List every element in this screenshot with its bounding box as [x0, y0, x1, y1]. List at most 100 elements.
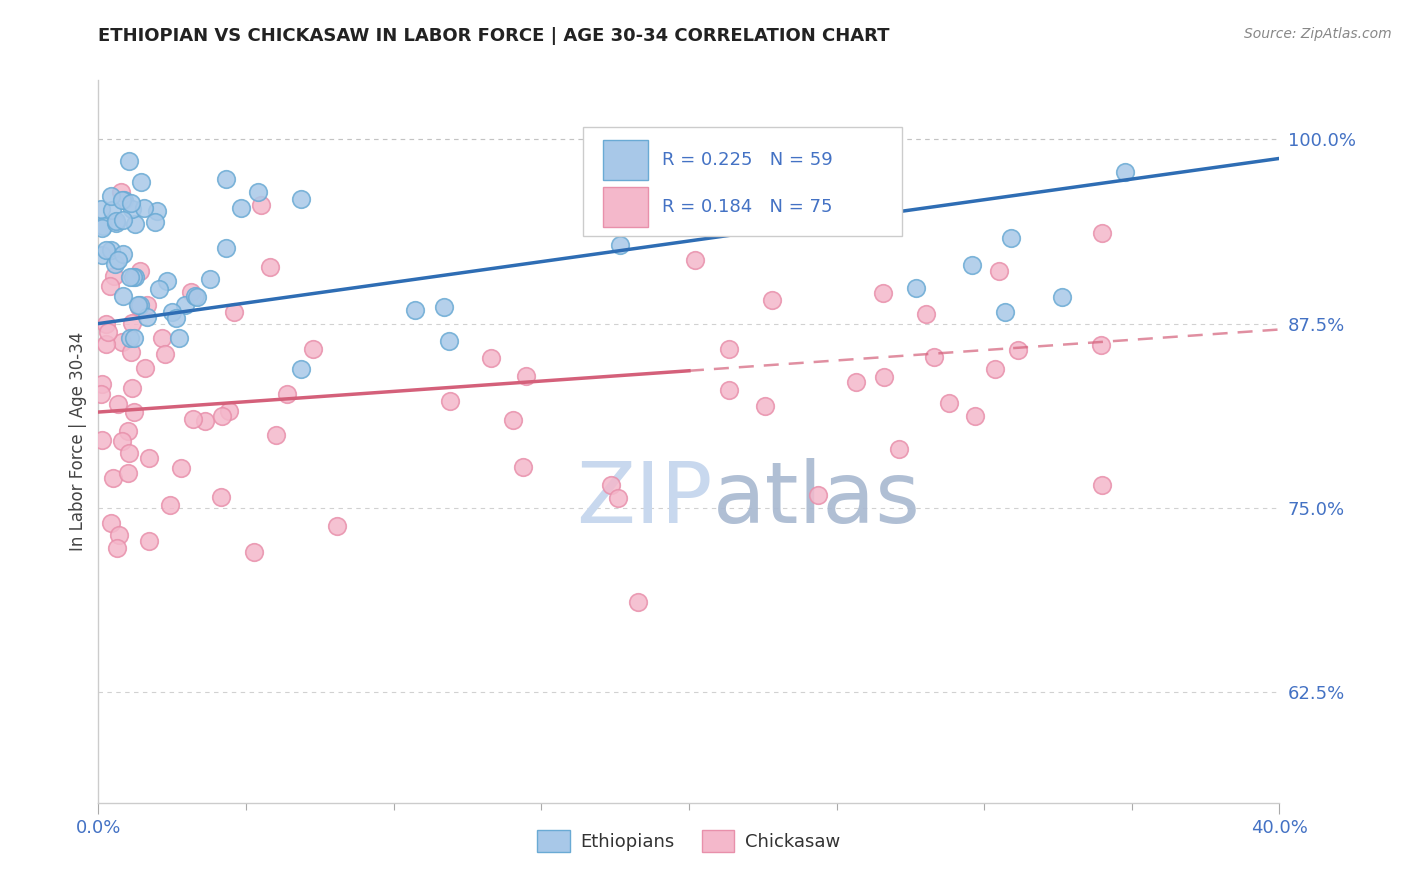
Point	[111, 213, 134, 227]
Point	[761, 293, 783, 307]
Point	[198, 272, 221, 286]
Point	[218, 404, 240, 418]
Point	[118, 154, 141, 169]
Point	[118, 446, 141, 460]
Text: ZIP: ZIP	[576, 458, 713, 541]
Point	[807, 488, 830, 502]
Point	[117, 425, 139, 439]
FancyBboxPatch shape	[603, 140, 648, 179]
Point	[515, 369, 537, 384]
Point	[915, 307, 938, 321]
Point	[90, 387, 112, 401]
Point	[136, 310, 159, 324]
Point	[105, 541, 128, 555]
Point	[984, 362, 1007, 376]
Point	[924, 351, 946, 365]
Point	[110, 193, 132, 207]
Point	[718, 342, 741, 356]
Y-axis label: In Labor Force | Age 30-34: In Labor Force | Age 30-34	[69, 332, 87, 551]
Point	[1000, 231, 1022, 245]
Point	[502, 413, 524, 427]
Point	[963, 409, 986, 423]
Point	[209, 490, 232, 504]
Point	[129, 175, 152, 189]
Point	[512, 459, 534, 474]
Point	[181, 412, 204, 426]
Point	[872, 285, 894, 300]
Point	[104, 213, 127, 227]
Point	[104, 257, 127, 271]
Point	[290, 361, 312, 376]
Point	[754, 399, 776, 413]
Point	[1052, 290, 1074, 304]
Point	[627, 595, 650, 609]
Point	[243, 545, 266, 559]
Point	[107, 397, 129, 411]
Point	[107, 252, 129, 267]
Point	[988, 264, 1011, 278]
Point	[103, 268, 125, 283]
Point	[159, 498, 181, 512]
Point	[128, 301, 150, 315]
Point	[111, 334, 134, 349]
Point	[112, 193, 135, 207]
Point	[259, 260, 281, 275]
Point	[180, 285, 202, 299]
Point	[91, 221, 114, 235]
Point	[124, 331, 146, 345]
Point	[98, 279, 121, 293]
Point	[194, 414, 217, 428]
Point	[134, 360, 156, 375]
Point	[148, 282, 170, 296]
Point	[1090, 337, 1112, 351]
Point	[326, 518, 349, 533]
Point	[174, 298, 197, 312]
Point	[167, 331, 190, 345]
Point	[112, 288, 135, 302]
Point	[224, 305, 246, 319]
Text: ETHIOPIAN VS CHICKASAW IN LABOR FORCE | AGE 30-34 CORRELATION CHART: ETHIOPIAN VS CHICKASAW IN LABOR FORCE | …	[98, 27, 890, 45]
Point	[120, 331, 142, 345]
Point	[122, 270, 145, 285]
Point	[600, 478, 623, 492]
Point	[110, 186, 132, 200]
Point	[160, 305, 183, 319]
Point	[165, 310, 187, 325]
Point	[97, 325, 120, 339]
Point	[100, 516, 122, 530]
Point	[136, 298, 159, 312]
Point	[111, 246, 134, 260]
Point	[404, 303, 426, 318]
Point	[1091, 226, 1114, 240]
Point	[121, 381, 143, 395]
Point	[90, 202, 112, 216]
Point	[124, 270, 146, 285]
Point	[433, 300, 456, 314]
Point	[127, 297, 149, 311]
Point	[683, 253, 706, 268]
Point	[246, 186, 269, 200]
Point	[101, 470, 124, 484]
Point	[752, 202, 775, 216]
Point	[873, 369, 896, 384]
Point	[938, 396, 960, 410]
Point	[120, 344, 142, 359]
Point	[155, 347, 177, 361]
FancyBboxPatch shape	[582, 128, 901, 235]
Point	[121, 316, 143, 330]
Point	[1114, 165, 1136, 179]
Point	[121, 202, 143, 216]
Point	[105, 216, 128, 230]
Point	[129, 263, 152, 277]
Point	[264, 428, 287, 442]
Point	[138, 451, 160, 466]
Point	[215, 241, 238, 255]
Point	[904, 281, 927, 295]
FancyBboxPatch shape	[603, 186, 648, 227]
Text: R = 0.184   N = 75: R = 0.184 N = 75	[662, 198, 832, 216]
Point	[132, 201, 155, 215]
Text: atlas: atlas	[713, 458, 921, 541]
Point	[606, 491, 628, 506]
Point	[994, 305, 1017, 319]
Point	[169, 460, 191, 475]
